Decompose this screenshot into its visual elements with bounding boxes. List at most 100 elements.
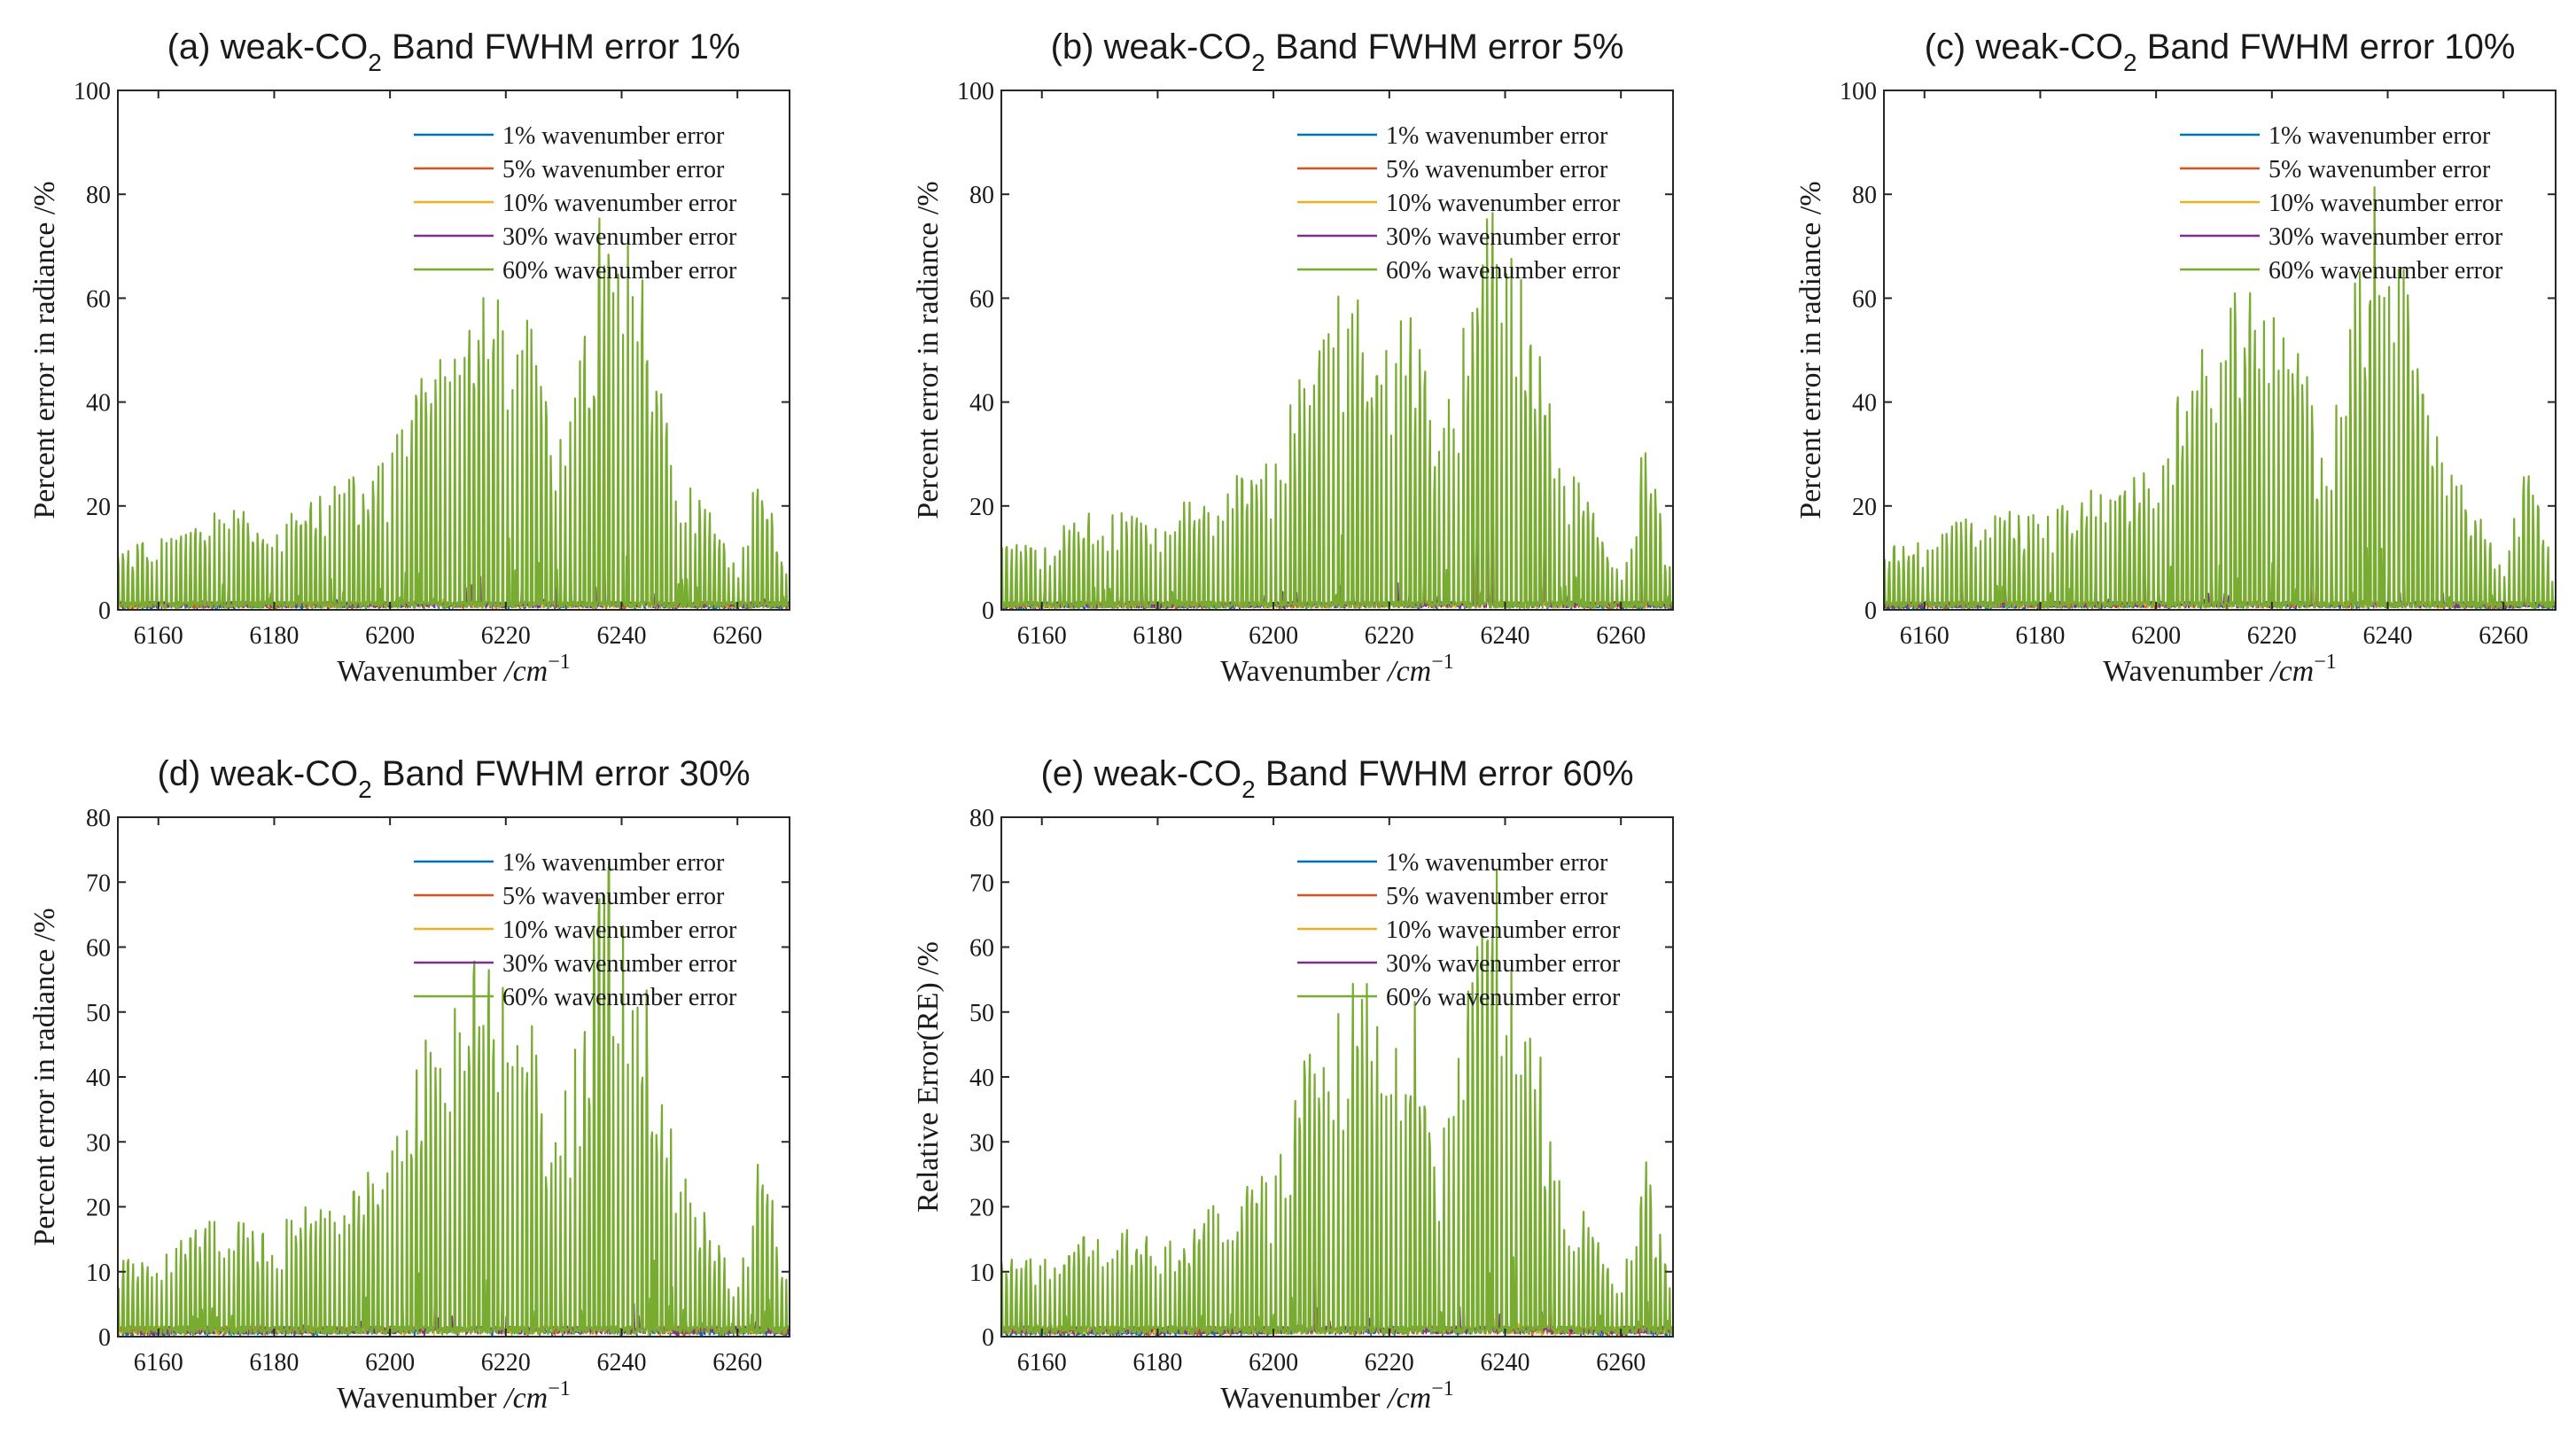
x-tick-label: 6220 — [1365, 1349, 1414, 1377]
y-tick-label: 20 — [86, 1195, 111, 1222]
legend-entry-2: 5% wavenumber error — [2269, 156, 2491, 183]
x-tick-label: 6200 — [1249, 1349, 1298, 1377]
y-tick-label: 100 — [1840, 78, 1877, 105]
y-tick-label: 80 — [1852, 182, 1877, 209]
chart-title-suffix: Band FWHM error 1% — [382, 27, 741, 66]
plot-area — [1001, 868, 1673, 1337]
x-axis-label-text: Wavenumber — [1220, 655, 1388, 688]
y-axis-label: Percent error in radiance /% — [28, 181, 61, 519]
y-tick-label: 60 — [969, 285, 994, 313]
y-tick-label: 10 — [969, 1260, 994, 1287]
y-axis-label: Percent error in radiance /% — [912, 181, 945, 519]
chart-title-subscript: 2 — [368, 49, 382, 76]
legend-entry-3: 10% wavenumber error — [502, 916, 737, 944]
x-tick-label: 6200 — [365, 1349, 415, 1377]
legend-entry-5: 60% wavenumber error — [2269, 257, 2503, 285]
x-tick-label: 6260 — [2479, 622, 2528, 650]
y-axis-label: Percent error in radiance /% — [1794, 181, 1827, 519]
x-axis-label: Wavenumber /cm−1 — [337, 651, 571, 688]
y-tick-label: 10 — [86, 1260, 111, 1287]
x-axis-label-text: Wavenumber — [2103, 655, 2270, 688]
x-tick-label: 6160 — [134, 1349, 183, 1377]
y-tick-label: 60 — [86, 285, 111, 313]
chart-title: (b) weak-CO2 Band FWHM error 5% — [1051, 27, 1624, 76]
chart-panel-a: (a) weak-CO2 Band FWHM error 1% 0 20 40 60 80… — [28, 27, 790, 688]
y-axis-label: Relative Error(RE) /% — [912, 941, 945, 1213]
legend-entry-2: 5% wavenumber error — [1386, 156, 1608, 183]
x-tick-label: 6180 — [249, 1349, 299, 1377]
legend-entry-3: 10% wavenumber error — [1386, 916, 1621, 944]
x-tick-label: 6260 — [712, 1349, 762, 1377]
legend: 1% wavenumber error 5% wavenumber error 10… — [2180, 122, 2503, 285]
legend-entry-5: 60% wavenumber error — [1386, 984, 1621, 1011]
chart-panel-e: (e) weak-CO2 Band FWHM error 60% 0 10 20 30 4… — [912, 754, 1674, 1415]
chart-title-prefix: (e) weak-CO — [1040, 754, 1241, 793]
y-tick-label: 20 — [969, 1195, 994, 1222]
x-tick-label: 6180 — [249, 622, 299, 650]
legend-entry-4: 30% wavenumber error — [502, 223, 737, 251]
y-tick-label: 0 — [98, 1324, 111, 1352]
x-axis-label-exponent: −1 — [1431, 1377, 1454, 1400]
x-tick-label: 6260 — [1596, 622, 1646, 650]
axes-frame — [117, 90, 790, 611]
y-tick-label: 30 — [86, 1129, 111, 1157]
legend: 1% wavenumber error 5% wavenumber error 10… — [414, 849, 737, 1011]
y-tick-label: 40 — [969, 1065, 994, 1092]
chart-title: (e) weak-CO2 Band FWHM error 60% — [1040, 754, 1633, 803]
axes-frame — [1000, 90, 1674, 611]
plot-area — [118, 217, 790, 610]
x-axis-label-exponent: −1 — [548, 1377, 571, 1400]
series-line-5 — [1884, 186, 2556, 610]
y-tick-label: 50 — [969, 1000, 994, 1027]
x-tick-label: 6160 — [1017, 1349, 1067, 1377]
x-tick-label: 6220 — [2247, 622, 2297, 650]
y-tick-label: 40 — [1852, 390, 1877, 417]
x-axis-label-exponent: −1 — [548, 651, 571, 674]
x-tick-label: 6240 — [1481, 622, 1530, 650]
x-axis-label-text: Wavenumber — [1220, 1382, 1388, 1415]
x-tick-label: 6200 — [1249, 622, 1298, 650]
series-line-5 — [118, 217, 790, 610]
legend-entry-5: 60% wavenumber error — [1386, 257, 1621, 285]
chart-title-subscript: 2 — [2123, 49, 2137, 76]
x-axis-label-text: Wavenumber — [337, 655, 504, 688]
legend-entry-4: 30% wavenumber error — [1386, 223, 1621, 251]
plot-area — [1001, 212, 1673, 610]
series-line-5 — [118, 859, 790, 1337]
y-tick-label: 80 — [86, 182, 111, 209]
x-tick-label: 6260 — [1596, 1349, 1646, 1377]
chart-title: (d) weak-CO2 Band FWHM error 30% — [157, 754, 750, 803]
legend: 1% wavenumber error 5% wavenumber error 10… — [414, 122, 737, 285]
series-line-5 — [1001, 212, 1673, 610]
legend: 1% wavenumber error 5% wavenumber error 10… — [1297, 122, 1621, 285]
chart-panel-d: (d) weak-CO2 Band FWHM error 30% 0 10 20 30 4… — [28, 754, 790, 1415]
legend-entry-2: 5% wavenumber error — [502, 883, 725, 910]
axes-frame — [1883, 90, 2557, 611]
x-axis-label: Wavenumber /cm−1 — [2103, 651, 2337, 688]
x-axis-label-unit: /cm — [502, 655, 548, 688]
x-tick-label: 6240 — [2363, 622, 2413, 650]
legend-entry-4: 30% wavenumber error — [502, 950, 737, 978]
y-tick-label: 20 — [969, 494, 994, 521]
x-axis-label: Wavenumber /cm−1 — [337, 1377, 571, 1415]
y-tick-label: 60 — [86, 935, 111, 963]
plot-area — [118, 859, 790, 1337]
chart-title-suffix: Band FWHM error 10% — [2137, 27, 2516, 66]
y-tick-label: 100 — [74, 78, 111, 105]
y-tick-label: 60 — [969, 935, 994, 963]
chart-title-suffix: Band FWHM error 30% — [372, 754, 751, 793]
x-tick-label: 6200 — [365, 622, 415, 650]
chart-panel-b: (b) weak-CO2 Band FWHM error 5% 0 20 40 60 80… — [912, 27, 1674, 688]
legend-entry-2: 5% wavenumber error — [1386, 883, 1608, 910]
legend-entry-4: 30% wavenumber error — [1386, 950, 1621, 978]
x-axis-label: Wavenumber /cm−1 — [1220, 651, 1454, 688]
chart-title-prefix: (c) weak-CO — [1925, 27, 2123, 66]
y-tick-label: 20 — [1852, 494, 1877, 521]
chart-title-prefix: (d) weak-CO — [157, 754, 358, 793]
x-tick-label: 6160 — [134, 622, 183, 650]
y-tick-label: 0 — [98, 597, 111, 625]
y-tick-label: 60 — [1852, 285, 1877, 313]
x-axis-label-unit: /cm — [2269, 655, 2314, 688]
plot-area — [1884, 186, 2556, 610]
chart-title-subscript: 2 — [358, 776, 372, 803]
